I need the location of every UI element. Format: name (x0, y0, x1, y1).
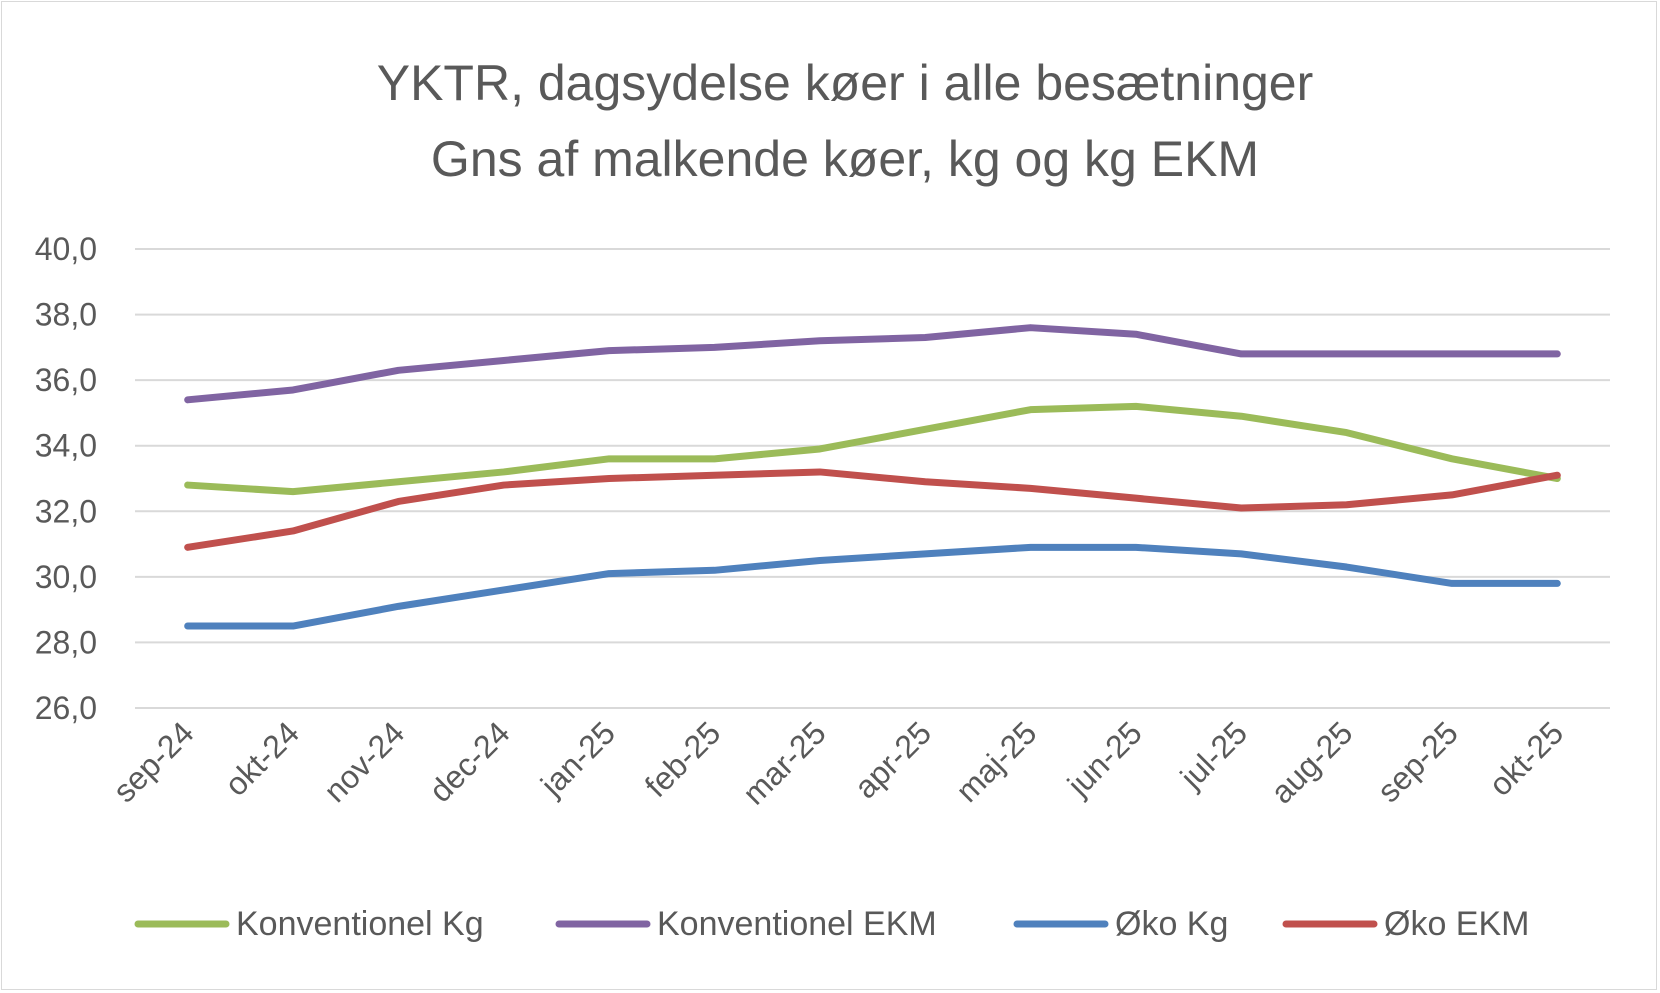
x-tick-label: feb-25 (638, 714, 728, 804)
x-tick-label: sep-25 (1370, 714, 1465, 809)
legend-item: Øko Kg (1013, 905, 1228, 943)
legend-label: Øko Kg (1115, 905, 1228, 943)
legend: Konventionel Kg Konventionel EKM Øko Kg Øko… (134, 905, 1529, 943)
x-tick-label: aug-25 (1264, 714, 1360, 810)
x-tick-label: apr-25 (847, 714, 938, 805)
x-tick-label: nov-24 (317, 714, 412, 809)
x-tick-label: mar-25 (736, 714, 833, 811)
y-tick-label: 28,0 (35, 624, 97, 660)
series-line-3 (184, 468, 1561, 551)
x-tick-label: sep-24 (106, 714, 201, 809)
series-line-0 (184, 402, 1561, 496)
x-tick-label: jul-25 (1173, 714, 1255, 796)
chart-title-line-1: YKTR, dagsydelse køer i alle besætninger (377, 55, 1314, 111)
y-axis-ticks: 26,0 28,0 30,0 32,0 34,0 36,0 38,0 40,0 (35, 231, 97, 726)
y-tick-label: 38,0 (35, 297, 97, 333)
y-tick-label: 30,0 (35, 559, 97, 595)
chart-title: YKTR, dagsydelse køer i alle besætninger… (377, 55, 1314, 187)
x-tick-label: okt-24 (218, 714, 306, 802)
chart-title-line-2: Gns af malkende køer, kg og kg EKM (431, 131, 1259, 187)
series-line-2 (184, 543, 1561, 630)
series-line-1 (184, 324, 1561, 404)
y-tick-label: 26,0 (35, 690, 97, 726)
x-tick-label: maj-25 (949, 714, 1044, 809)
legend-label: Konventionel Kg (236, 905, 484, 943)
y-tick-label: 40,0 (35, 231, 97, 267)
legend-item: Øko EKM (1282, 905, 1529, 943)
y-tick-label: 34,0 (35, 428, 97, 464)
legend-item: Konventionel Kg (134, 905, 484, 943)
y-tick-label: 32,0 (35, 493, 97, 529)
x-tick-label: jan-25 (533, 714, 622, 803)
legend-label: Øko EKM (1384, 905, 1529, 943)
series-lines (184, 324, 1561, 630)
x-tick-label: okt-25 (1482, 714, 1570, 802)
x-tick-label: jun-25 (1060, 714, 1149, 803)
gridlines (135, 248, 1610, 709)
legend-label: Konventionel EKM (657, 905, 937, 943)
legend-item: Konventionel EKM (555, 905, 937, 943)
x-tick-label: dec-24 (422, 714, 517, 809)
y-tick-label: 36,0 (35, 362, 97, 398)
x-axis-ticks: sep-24 okt-24 nov-24 dec-24 jan-25 feb-25 mar-… (106, 714, 1570, 811)
